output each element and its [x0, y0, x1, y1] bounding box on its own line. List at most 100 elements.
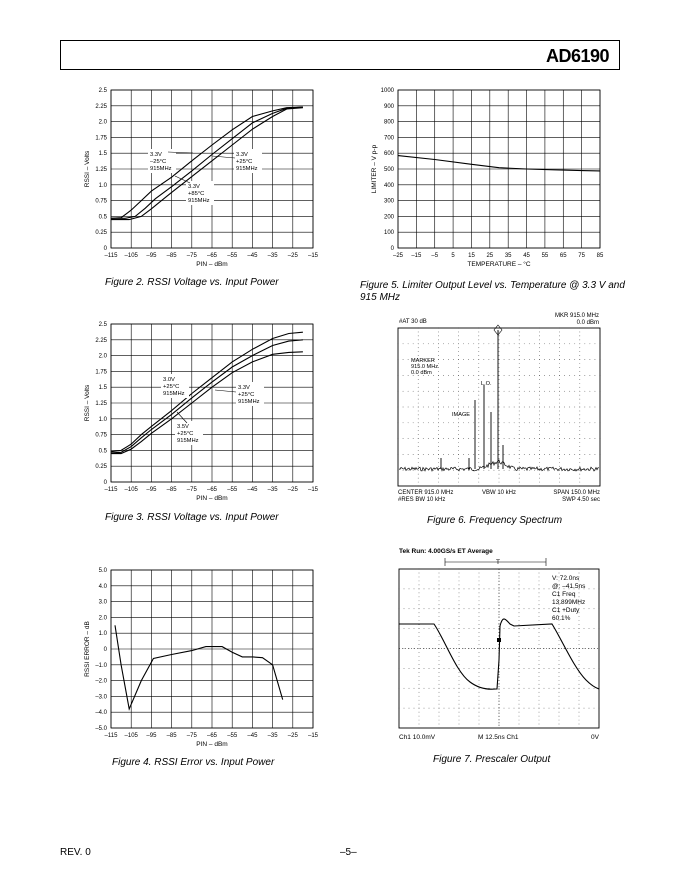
fig6-grid-dot	[518, 465, 520, 467]
fig6-grid-dot	[417, 418, 419, 420]
fig6-grid-dot	[438, 363, 439, 364]
fig6-grid-dot	[478, 402, 480, 404]
fig6-grid-dot	[539, 438, 540, 439]
fig3-x-tick-label: –15	[308, 487, 319, 493]
fig7-grid-dot	[568, 628, 570, 629]
fig7-grid-dot	[453, 588, 455, 590]
fig5-x-tick-label: 15	[468, 253, 475, 259]
fig7-grid-dot	[463, 628, 465, 629]
fig2-x-tick-label: –45	[247, 253, 258, 259]
fig7-grid-dot	[538, 616, 540, 618]
fig7-grid-dot	[413, 707, 415, 709]
fig6-grid-dot	[579, 438, 581, 439]
fig6-grid-dot	[503, 422, 505, 424]
fig7-grid-dot	[518, 679, 520, 681]
fig7-grid-dot	[428, 628, 430, 629]
fig7-grid-dot	[423, 707, 425, 709]
fig6-grid-dot	[422, 454, 424, 455]
fig6-grid-dot	[458, 359, 459, 360]
fig6-grid-dot	[438, 394, 439, 396]
fig7-grid-dot	[478, 592, 480, 594]
fig6-grid-dot	[397, 343, 399, 345]
fig7-grid-dot	[403, 687, 405, 689]
fig7-grid-dot	[493, 648, 495, 649]
fig7-grid-dot	[558, 572, 560, 574]
fig6-grid-dot	[534, 438, 535, 439]
fig6-grid-dot	[458, 382, 459, 384]
fig6-grid-dot	[539, 434, 540, 435]
fig7-grid-dot	[518, 644, 520, 645]
fig6-grid-dot	[402, 454, 404, 455]
fig6-grid-dot	[422, 375, 424, 376]
fig7-grid-dot	[498, 600, 500, 602]
fig6-grid-dot	[559, 386, 560, 388]
fig6-grid-dot	[412, 469, 414, 471]
fig6-grid-dot	[564, 375, 566, 376]
fig7-grid-dot	[578, 572, 580, 574]
fig6-grid-dot	[438, 331, 439, 333]
fig7-grid-dot	[548, 588, 550, 590]
fig7-grid-dot	[463, 608, 465, 610]
fig7-grid-dot	[473, 588, 475, 590]
fig7-grid-dot	[513, 588, 515, 590]
fig7-grid-dot	[418, 592, 420, 594]
fig6-grid-dot	[438, 458, 439, 459]
fig6-grid-dot	[498, 379, 500, 380]
fig6-grid-dot	[559, 367, 560, 368]
fig7-grid-dot	[468, 608, 470, 610]
fig2-annotation-text: 3.3V	[150, 152, 162, 158]
fig7-grid-dot	[513, 687, 515, 689]
fig6-grid-dot	[498, 382, 500, 384]
fig6-grid-dot	[559, 375, 560, 376]
fig7-grid-dot	[478, 572, 480, 574]
fig6-grid-dot	[599, 469, 601, 471]
fig6-grid-dot	[528, 469, 530, 471]
fig7-grid-dot	[438, 596, 440, 598]
fig7-grid-dot	[493, 608, 495, 610]
fig7-grid-dot	[438, 616, 440, 618]
fig6-grid-dot	[599, 438, 601, 439]
fig7-grid-dot	[398, 608, 400, 610]
fig6-grid-dot	[559, 418, 560, 420]
fig7-grid-dot	[508, 707, 510, 709]
fig7-grid-dot	[558, 608, 560, 610]
fig7-grid-dot	[478, 719, 480, 721]
fig6-grid-dot	[584, 375, 586, 376]
fig7-grid-dot	[538, 711, 540, 713]
fig6-grid-dot	[534, 469, 535, 471]
fig3-caption: Figure 3. RSSI Voltage vs. Input Power	[105, 512, 279, 523]
fig7-grid-dot	[458, 576, 460, 578]
fig6-grid-dot	[478, 481, 480, 483]
fig7-grid-dot	[458, 695, 460, 697]
fig6-grid-dot	[579, 363, 581, 364]
fig6-grid-dot	[528, 422, 530, 424]
fig6-grid-dot	[549, 359, 550, 360]
fig6-mkr-level-label: 0.0 dBm	[577, 320, 599, 326]
fig6-grid-dot	[498, 347, 500, 349]
fig7-grid-dot	[483, 668, 485, 669]
fig7-grid-dot	[563, 608, 565, 610]
fig7-grid-dot	[438, 620, 440, 622]
fig6-grid-dot	[473, 454, 475, 455]
fig6-grid-dot	[468, 438, 470, 439]
fig7-grid-dot	[578, 715, 580, 717]
fig6-grid-dot	[523, 343, 525, 345]
fig7-grid-dot	[538, 679, 540, 681]
fig6-grid-dot	[407, 343, 409, 345]
fig7-grid-dot	[558, 664, 560, 665]
fig6-grid-dot	[417, 442, 419, 443]
fig7-grid-dot	[518, 584, 520, 586]
fig7-grid-dot	[458, 580, 460, 582]
fig6-span-label: SPAN 150.0 MHz	[553, 490, 600, 496]
fig6-grid-dot	[518, 367, 520, 368]
fig7-grid-dot	[458, 584, 460, 586]
fig6-grid-dot	[599, 454, 601, 455]
fig3-x-tick-label: –85	[167, 487, 178, 493]
fig7-grid-dot	[498, 604, 500, 606]
fig2-series-3-line	[111, 107, 303, 221]
fig3-annotation-text: 3.5V	[177, 424, 189, 430]
fig7-grid-dot	[498, 612, 500, 614]
fig6-grid-dot	[579, 343, 581, 345]
fig7-grid-dot	[458, 596, 460, 598]
